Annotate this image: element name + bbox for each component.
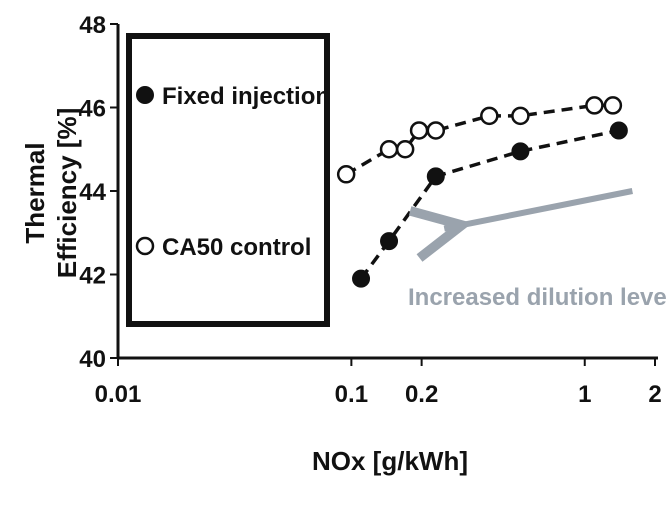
- x-axis-title: NOx [g/kWh]: [312, 446, 468, 476]
- legend-marker-ca50-control: [135, 236, 155, 256]
- x-tick-label: 0.01: [95, 381, 142, 408]
- legend-frame: [126, 33, 330, 327]
- y-tick-label: 46: [79, 96, 106, 123]
- data-point-ca50-control: [379, 140, 399, 159]
- legend: Fixed injection CA50 control: [126, 33, 330, 327]
- data-point-ca50-control: [603, 96, 623, 115]
- data-point-ca50-control: [585, 96, 604, 115]
- y-tick-label: 42: [79, 263, 106, 290]
- data-point-ca50-control: [336, 165, 356, 184]
- data-point-fixed-injection: [426, 167, 445, 186]
- dilution-arrow: [444, 188, 633, 229]
- data-point-ca50-control: [480, 106, 499, 126]
- x-tick-label: 1: [578, 381, 591, 408]
- data-point-fixed-injection: [380, 232, 399, 251]
- legend-marker-fixed-injection: [136, 86, 154, 104]
- y-axis-title-line1: Thermal: [20, 142, 50, 243]
- data-point-fixed-injection: [511, 142, 530, 161]
- x-tick-label: 2: [648, 381, 661, 408]
- data-point-ca50-control: [511, 106, 530, 126]
- annotation-text: Increased dilution level: [408, 284, 666, 311]
- y-axis-title-line2: Efficiency [%]: [52, 108, 82, 279]
- data-point-fixed-injection: [609, 121, 628, 140]
- data-point-ca50-control: [426, 121, 446, 140]
- annotation: Increased dilution level: [408, 188, 666, 311]
- y-tick-label: 44: [79, 179, 106, 206]
- y-tick-label: 48: [79, 12, 106, 39]
- x-tick-label: 0.1: [335, 381, 368, 408]
- ticks-layer: 0.01 0.1 0.2 1 2 40 42 44 46 48: [79, 12, 661, 408]
- data-point-fixed-injection: [352, 269, 371, 288]
- data-point-ca50-control: [409, 121, 429, 140]
- legend-label-ca50-control: CA50 control: [162, 234, 311, 261]
- data-point-ca50-control: [395, 140, 415, 159]
- y-tick-label: 40: [79, 346, 106, 373]
- x-tick-label: 0.2: [405, 381, 438, 408]
- series-layer: [336, 96, 628, 288]
- legend-label-fixed-injection: Fixed injection: [162, 83, 330, 110]
